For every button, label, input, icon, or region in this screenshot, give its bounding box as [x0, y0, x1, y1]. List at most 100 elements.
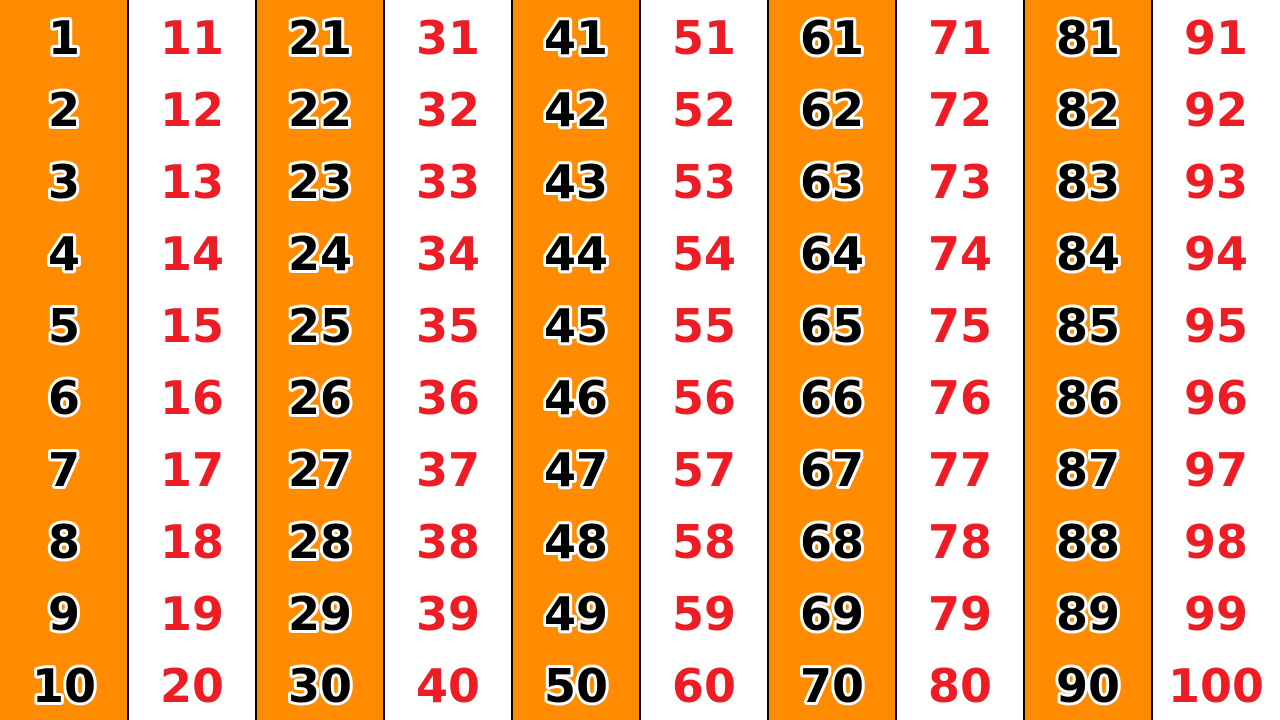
number: 54 — [672, 227, 736, 281]
number: 27 — [288, 443, 352, 497]
number: 73 — [928, 155, 992, 209]
number: 85 — [1056, 299, 1120, 353]
number: 75 — [928, 299, 992, 353]
number: 96 — [1184, 371, 1248, 425]
number: 19 — [160, 587, 224, 641]
number: 97 — [1184, 443, 1248, 497]
number: 92 — [1184, 83, 1248, 137]
number: 94 — [1184, 227, 1248, 281]
number: 60 — [672, 659, 736, 713]
number: 7 — [48, 443, 80, 497]
number: 26 — [288, 371, 352, 425]
number: 58 — [672, 515, 736, 569]
number: 65 — [800, 299, 864, 353]
number: 76 — [928, 371, 992, 425]
number: 61 — [800, 11, 864, 65]
number: 24 — [288, 227, 352, 281]
number: 11 — [160, 11, 224, 65]
number: 66 — [800, 371, 864, 425]
number: 71 — [928, 11, 992, 65]
number: 77 — [928, 443, 992, 497]
number: 53 — [672, 155, 736, 209]
number: 2 — [48, 83, 80, 137]
number: 84 — [1056, 227, 1120, 281]
number: 3 — [48, 155, 80, 209]
number: 88 — [1056, 515, 1120, 569]
number: 17 — [160, 443, 224, 497]
number: 80 — [928, 659, 992, 713]
number: 29 — [288, 587, 352, 641]
number: 83 — [1056, 155, 1120, 209]
number: 31 — [416, 11, 480, 65]
orange-column — [768, 0, 896, 720]
number: 41 — [544, 11, 608, 65]
orange-column — [1024, 0, 1152, 720]
number: 63 — [800, 155, 864, 209]
number: 46 — [544, 371, 608, 425]
number: 23 — [288, 155, 352, 209]
white-column — [1152, 0, 1280, 720]
number: 9 — [48, 587, 80, 641]
number: 81 — [1056, 11, 1120, 65]
orange-column — [256, 0, 384, 720]
number: 50 — [544, 659, 608, 713]
number: 99 — [1184, 587, 1248, 641]
number: 35 — [416, 299, 480, 353]
number: 67 — [800, 443, 864, 497]
number: 36 — [416, 371, 480, 425]
number: 47 — [544, 443, 608, 497]
number: 74 — [928, 227, 992, 281]
number: 51 — [672, 11, 736, 65]
number: 34 — [416, 227, 480, 281]
number: 21 — [288, 11, 352, 65]
number: 44 — [544, 227, 608, 281]
number: 12 — [160, 83, 224, 137]
white-column — [384, 0, 512, 720]
number: 79 — [928, 587, 992, 641]
number: 55 — [672, 299, 736, 353]
number: 95 — [1184, 299, 1248, 353]
orange-column — [512, 0, 640, 720]
number: 64 — [800, 227, 864, 281]
number: 42 — [544, 83, 608, 137]
number: 28 — [288, 515, 352, 569]
number: 18 — [160, 515, 224, 569]
number: 48 — [544, 515, 608, 569]
number: 38 — [416, 515, 480, 569]
number: 78 — [928, 515, 992, 569]
number: 89 — [1056, 587, 1120, 641]
number: 45 — [544, 299, 608, 353]
number: 4 — [48, 227, 80, 281]
number: 13 — [160, 155, 224, 209]
number: 49 — [544, 587, 608, 641]
number: 30 — [288, 659, 352, 713]
number: 59 — [672, 587, 736, 641]
number: 5 — [48, 299, 80, 353]
white-column — [128, 0, 256, 720]
number: 98 — [1184, 515, 1248, 569]
white-column — [640, 0, 768, 720]
number: 43 — [544, 155, 608, 209]
number: 93 — [1184, 155, 1248, 209]
number: 100 — [1168, 659, 1264, 713]
number: 69 — [800, 587, 864, 641]
number: 57 — [672, 443, 736, 497]
number: 8 — [48, 515, 80, 569]
number: 10 — [32, 659, 96, 713]
number: 52 — [672, 83, 736, 137]
number: 6 — [48, 371, 80, 425]
number: 90 — [1056, 659, 1120, 713]
number: 39 — [416, 587, 480, 641]
number: 16 — [160, 371, 224, 425]
number: 82 — [1056, 83, 1120, 137]
number: 32 — [416, 83, 480, 137]
number: 20 — [160, 659, 224, 713]
white-column — [896, 0, 1024, 720]
number: 68 — [800, 515, 864, 569]
number: 56 — [672, 371, 736, 425]
number: 1 — [48, 11, 80, 65]
number: 40 — [416, 659, 480, 713]
number: 91 — [1184, 11, 1248, 65]
